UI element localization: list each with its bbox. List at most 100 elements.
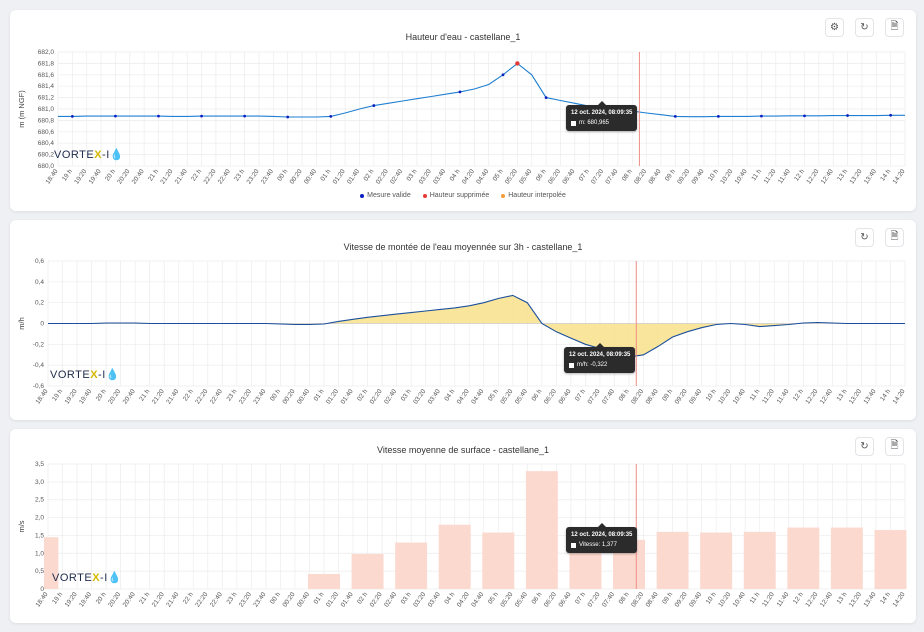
height-xtick-label: 21:20	[159, 168, 174, 186]
vortex-logo: VORTEX-I💧	[52, 572, 122, 584]
export-button[interactable]: 🗎	[885, 228, 904, 247]
speed-xtick-label: 21 h	[138, 591, 151, 606]
speed-xtick-label: 10:20	[717, 591, 732, 609]
height-xtick-label: 13:40	[863, 168, 878, 186]
tooltip-value: m: 680,965	[579, 120, 610, 126]
height-ytick-label: 680,8	[38, 117, 55, 124]
document-icon: 🗎	[890, 231, 899, 242]
rise-ytick-label: -0,4	[33, 362, 45, 369]
rise-xtick-label: 08 h	[618, 388, 631, 403]
height-xtick-label: 12:40	[820, 168, 835, 186]
height-point	[329, 115, 333, 118]
rise-xtick-label: 04:20	[456, 388, 471, 406]
rise-xtick-label: 01:40	[340, 388, 355, 406]
height-xtick-label: 21:40	[174, 168, 189, 186]
legend-interpolated[interactable]: Hauteur interpolée	[501, 192, 566, 199]
legend-valid[interactable]: Mesure valide	[360, 192, 411, 199]
document-icon: 🗎	[890, 440, 899, 451]
height-xtick-label: 03 h	[406, 168, 419, 183]
export-button[interactable]: 🗎	[885, 18, 904, 37]
height-point	[803, 114, 806, 118]
speed-ylabel: m/s	[17, 520, 26, 532]
rise-xtick-label: 23 h	[225, 388, 238, 403]
speed-xtick-label: 11:20	[761, 591, 776, 608]
rise-xtick-label: 13 h	[836, 388, 849, 403]
speed-xtick-label: 04 h	[443, 591, 456, 606]
rise-xtick-label: 06 h	[531, 388, 544, 403]
height-xtick-label: 08:40	[648, 168, 663, 186]
height-chart[interactable]: 680,0 680,2 680,4 680,6 680,8 681,0 681,2 681,4…	[10, 10, 916, 211]
rise-xtick-label: 21:20	[151, 388, 166, 406]
height-xtick-label: 10:40	[734, 168, 749, 186]
height-deleted-point	[515, 61, 520, 66]
vortex-logo: VORTEX-I💧	[54, 149, 124, 161]
speed-bar	[874, 530, 907, 589]
speed-xtick-label: 12:20	[804, 591, 819, 609]
refresh-icon: ↻	[860, 232, 869, 243]
speed-xtick-label: 20 h	[95, 591, 108, 606]
speed-xtick-label: 21:20	[151, 591, 166, 609]
speed-ytick-label: 2,0	[35, 515, 44, 522]
speed-xtick-label: 08 h	[618, 591, 631, 606]
rise-xtick-label: 14 h	[879, 388, 892, 403]
speed-bar	[743, 531, 776, 589]
height-point	[70, 115, 74, 118]
tooltip-date: 12 oct. 2024, 08:09:35	[571, 532, 633, 538]
speed-xtick-label: 22 h	[182, 591, 195, 606]
rise-ytick-label: 0,4	[35, 279, 44, 286]
rise-tooltip: 12 oct. 2024, 08:09:35 m/h: -0,322	[564, 343, 636, 373]
rise-xtick-label: 01:20	[325, 388, 340, 406]
speed-xtick-label: 10 h	[705, 591, 718, 606]
rise-xtick-label: 05:40	[514, 388, 529, 406]
height-point	[501, 73, 505, 77]
height-xtick-label: 12:20	[805, 168, 820, 186]
rise-xtick-label: 07:20	[587, 388, 602, 406]
speed-ytick-label: 0,5	[35, 568, 44, 575]
height-xtick-label: 07 h	[578, 168, 591, 183]
height-tooltip: 12 oct. 2024, 08:09:35 m: 680,965	[566, 101, 638, 131]
speed-xtick-label: 06:20	[543, 591, 558, 609]
speed-xtick-label: 00 h	[269, 591, 282, 606]
speed-xtick-label: 04:40	[470, 591, 485, 609]
speed-xtick-label: 02:40	[383, 591, 398, 609]
rise-xtick-label: 07:40	[601, 388, 616, 406]
export-button[interactable]: 🗎	[885, 437, 904, 456]
height-xtick-label: 19:20	[73, 168, 88, 186]
speed-ytick-label: 1,5	[35, 532, 44, 539]
surface-speed-chart[interactable]: 0 0,5 1,0 1,5 2,0 2,5 3,0 3,5 18:40 19 h 19:20 19:4…	[10, 429, 916, 623]
height-point	[200, 114, 203, 118]
height-xtick-label: 13:20	[848, 168, 863, 186]
reset-zoom-button[interactable]: ↻	[855, 437, 874, 456]
speed-xtick-label: 07:20	[587, 591, 602, 609]
speed-xtick-label: 19:40	[78, 591, 93, 609]
tooltip-value: Vitesse: 1,377	[579, 542, 617, 548]
speed-bar	[395, 542, 428, 589]
rise-xtick-label: 10:40	[732, 388, 747, 406]
speed-bar	[482, 532, 515, 589]
height-xtick-label: 01 h	[319, 168, 332, 183]
speed-xtick-label: 00:20	[281, 591, 296, 609]
reset-zoom-button[interactable]: ↻	[855, 18, 874, 37]
speed-ytick-label: 3,0	[35, 479, 44, 486]
speed-xtick-label: 06:40	[557, 591, 572, 609]
rise-xtick-label: 08:20	[630, 388, 645, 406]
speed-xtick-label: 19 h	[51, 591, 64, 606]
speed-xtick-label: 08:20	[630, 591, 645, 609]
chart-title-rise: Vitesse de montée de l'eau moyennée sur …	[343, 242, 583, 252]
rise-ytick-label: -0,2	[33, 341, 45, 348]
tooltip-date: 12 oct. 2024, 08:09:35	[569, 352, 631, 358]
height-ylabel: m (m NGF)	[17, 90, 26, 128]
rise-speed-chart[interactable]: -0,6 -0,4 -0,2 0 0,2 0,4 0,6 18:40 19 h 19:20 19:4…	[10, 220, 916, 420]
speed-xtick-label: 05:20	[499, 591, 514, 609]
speed-xtick-label: 20:40	[122, 591, 137, 609]
speed-xtick-label: 03 h	[400, 591, 413, 606]
settings-button[interactable]: ⚙	[825, 18, 844, 37]
reset-zoom-button[interactable]: ↻	[855, 228, 874, 247]
speed-xtick-label: 19:20	[64, 591, 79, 609]
height-xtick-label: 00:40	[303, 168, 318, 186]
speed-tooltip: 12 oct. 2024, 08:09:35 Vitesse: 1,377	[566, 523, 638, 553]
height-xtick-label: 14 h	[879, 168, 892, 183]
legend-deleted[interactable]: Hauteur supprimée	[422, 192, 489, 199]
rise-xtick-label: 11:40	[776, 388, 791, 405]
speed-xtick-label: 11:40	[776, 591, 791, 608]
